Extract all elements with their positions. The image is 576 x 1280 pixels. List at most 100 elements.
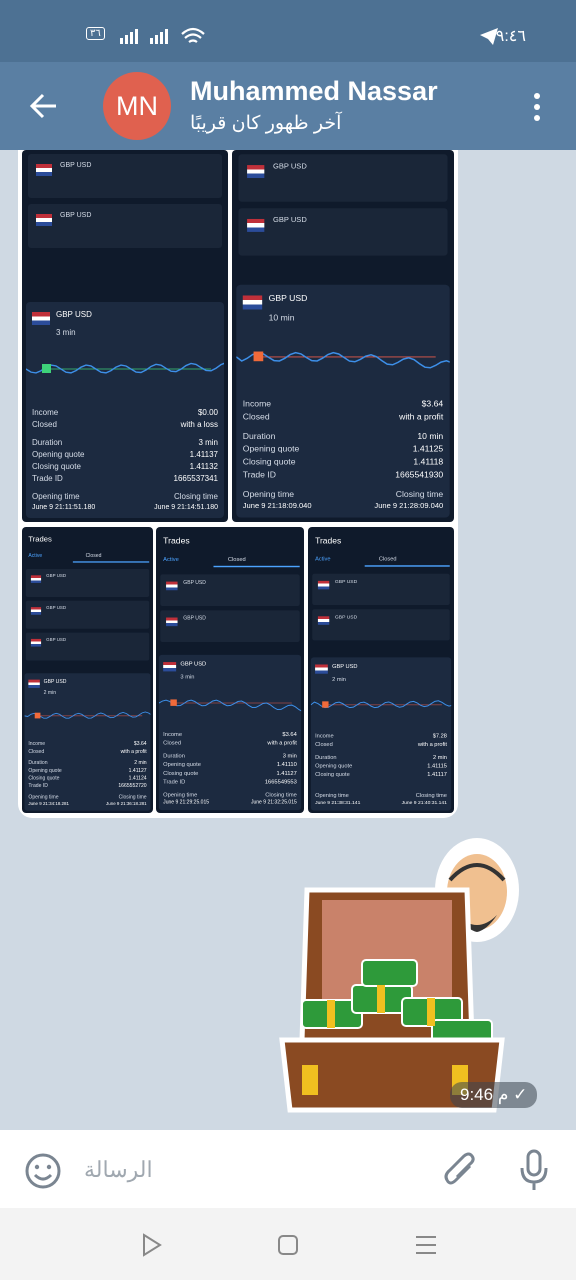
screenshot-content: GBP USD GBP USD GBP USD 10 min Income $3.64 Cl… — [232, 150, 454, 522]
detail-value: 1.41110 — [276, 761, 297, 768]
detail-label: Income — [28, 740, 46, 747]
tab-active: Active — [28, 552, 43, 559]
opening-time: June 9 21:34:18.281 — [28, 801, 69, 807]
flag — [30, 638, 42, 647]
tab-underline — [72, 561, 150, 563]
trade-row: GBP USD — [312, 609, 450, 641]
closing-time-label: Closing time — [118, 793, 147, 800]
tab-underline — [364, 565, 450, 567]
panel-duration: 3 min — [56, 328, 76, 337]
detail-label: Closing quote — [163, 769, 199, 777]
flag — [166, 617, 178, 627]
price-chart — [158, 699, 302, 712]
row-pair: GBP USD — [60, 162, 92, 169]
tab-underline — [213, 565, 300, 568]
screenshot-content: Trades Active Closed GBP USD GBP USD GBP USD 2… — [308, 527, 454, 813]
flag — [36, 214, 52, 226]
menu-button[interactable] — [530, 92, 544, 122]
detail-value: $3.64 — [421, 399, 444, 409]
detail-label: Opening quote — [242, 444, 300, 455]
detail-value: 1.41118 — [413, 457, 444, 468]
trade-row: GBP USD — [28, 154, 222, 198]
trade-row: GBP USD — [312, 573, 450, 605]
detail-label: Opening quote — [315, 761, 353, 769]
trade-row: GBP USD — [160, 610, 300, 642]
contact-name[interactable]: Muhammed Nassar — [190, 76, 438, 106]
trade-screenshot: GBP USD GBP USD GBP USD 3 min Income $0.00 Clo… — [22, 150, 228, 522]
closing-time-label: Closing time — [265, 791, 297, 798]
detail-label: Closed — [163, 739, 182, 747]
opening-time: June 9 21:38:31.141 — [315, 800, 361, 806]
detail-value: $7.28 — [432, 732, 447, 739]
trades-title: Trades — [28, 534, 52, 544]
trade-row: GBP USD — [28, 204, 222, 248]
avatar[interactable]: MN — [103, 72, 171, 140]
detail-label: Duration — [28, 759, 48, 766]
row-pair: GBP USD — [272, 216, 307, 225]
price-chart — [236, 351, 450, 369]
sticker-time: 9:46 م ✓ — [450, 1082, 538, 1108]
detail-value: 2 min — [134, 759, 147, 766]
detail-label: Opening quote — [32, 450, 85, 459]
detail-label: Trade ID — [242, 470, 276, 480]
flag — [166, 581, 178, 591]
detail-label: Income — [163, 731, 183, 738]
detail-label: Duration — [315, 753, 337, 760]
trade-screenshot: Trades Active Closed GBP USD GBP USD GBP USD G… — [22, 527, 153, 813]
row-pair: GBP USD — [334, 614, 358, 620]
detail-label: Duration — [163, 752, 185, 760]
trade-detail-panel: GBP USD 3 min Income $0.00 Closed with a loss… — [26, 302, 224, 518]
detail-value: 1.41132 — [189, 462, 218, 471]
closing-time: June 9 21:40:31.141 — [401, 800, 447, 806]
row-pair: GBP USD — [46, 605, 67, 611]
last-seen: آخر ظهور كان قريبًا — [190, 113, 342, 134]
detail-label: Closing quote — [315, 770, 350, 777]
row-pair: GBP USD — [60, 212, 92, 219]
flag — [30, 607, 42, 615]
detail-value: 1665552720 — [118, 782, 147, 789]
panel-duration: 3 min — [180, 673, 195, 681]
detail-value: 10 min — [417, 431, 444, 442]
back-button[interactable] — [28, 92, 60, 120]
nav-buttons[interactable] — [140, 1232, 440, 1258]
detail-value: with a profit — [120, 748, 147, 754]
detail-value: 1.41137 — [189, 450, 218, 459]
panel-pair: GBP USD — [43, 678, 67, 684]
detail-label: Closed — [28, 748, 45, 754]
closing-time-label: Closing time — [173, 492, 218, 501]
detail-value: 1665541930 — [395, 470, 444, 480]
opening-time: June 9 21:18:09.040 — [242, 502, 312, 511]
trade-screenshot: GBP USD GBP USD GBP USD 10 min Income $3.64 Cl… — [232, 150, 454, 522]
tab-closed: Closed — [227, 555, 246, 563]
flag — [317, 580, 330, 590]
attach-button[interactable] — [442, 1150, 478, 1190]
opening-time-label: Opening time — [32, 492, 80, 501]
detail-label: Closed — [242, 412, 270, 422]
voice-button[interactable] — [518, 1148, 550, 1192]
opening-time-label: Opening time — [163, 791, 198, 798]
clock: ٩:٤٦ — [495, 28, 526, 45]
detail-value: 3 min — [198, 438, 218, 447]
detail-label: Trade ID — [163, 778, 186, 785]
input-placeholder[interactable]: الرسالة — [84, 1157, 153, 1182]
opening-time: June 9 21:29:25.015 — [163, 800, 210, 806]
trade-detail-panel: GBP USD 10 min Income $3.64 Closed with a pro… — [236, 284, 450, 518]
closing-time: June 9 21:14:51.180 — [154, 504, 218, 511]
panel-pair: GBP USD — [268, 293, 308, 304]
detail-value: 3 min — [282, 752, 297, 760]
flag — [242, 295, 263, 310]
row-pair: GBP USD — [183, 580, 206, 586]
trade-row: GBP USD — [25, 632, 150, 661]
flag — [36, 164, 52, 176]
sticker[interactable] — [272, 830, 542, 1115]
detail-label: Duration — [32, 438, 63, 447]
flag — [247, 165, 265, 179]
panel-pair: GBP USD — [180, 660, 207, 668]
flag — [28, 679, 40, 688]
emoji-button[interactable] — [24, 1152, 62, 1190]
closing-time: June 9 21:28:09.040 — [374, 502, 444, 511]
detail-label: Income — [242, 399, 272, 409]
row-pair: GBP USD — [272, 162, 307, 171]
